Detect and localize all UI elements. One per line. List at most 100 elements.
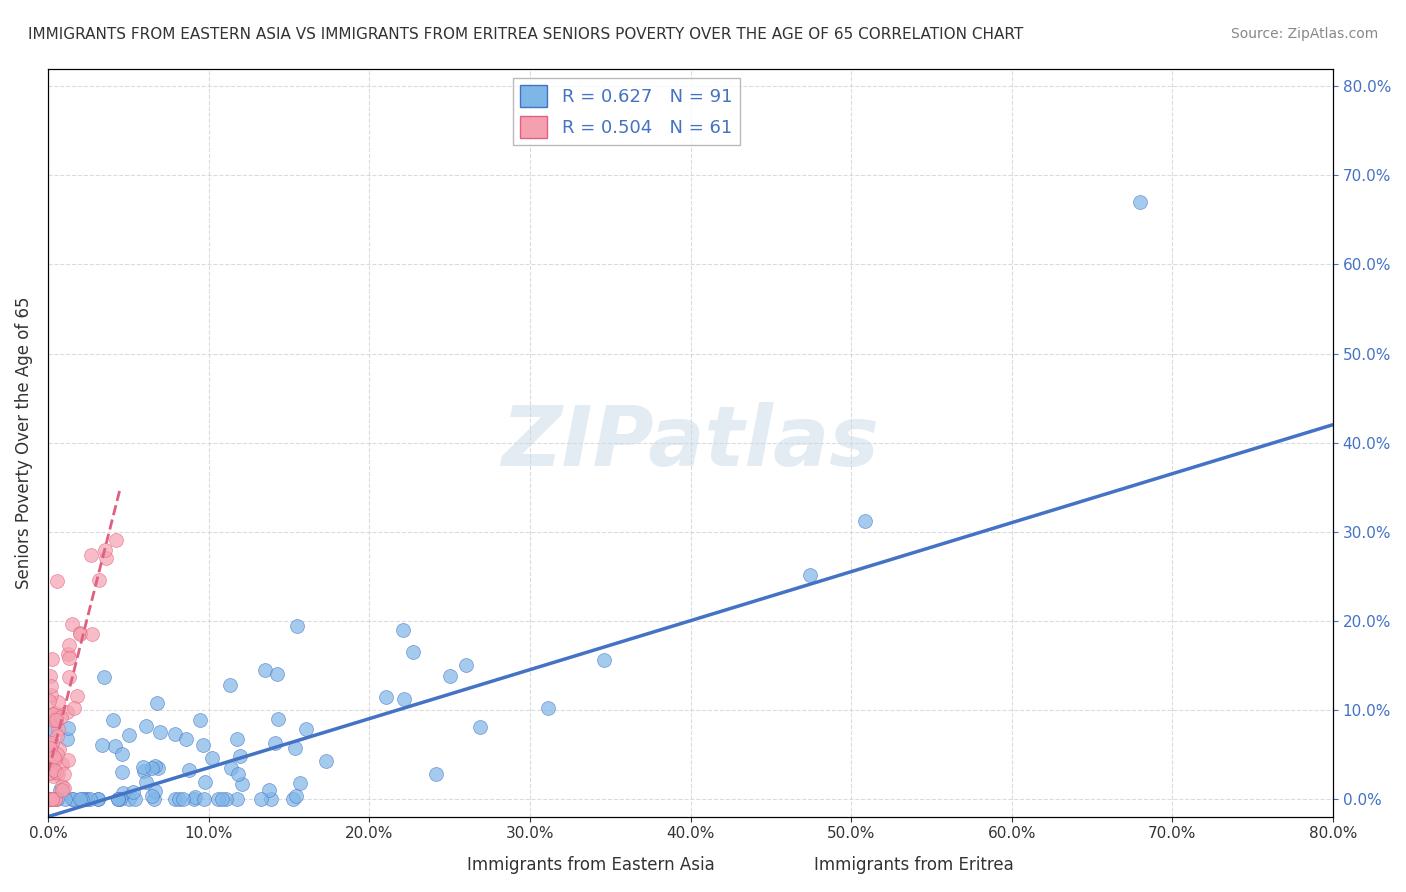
Point (253, 663, 276, 677)
Point (38, 792, 60, 806)
Point (288, 776, 311, 790)
Point (58, 648, 80, 662)
Point (295, 722, 318, 736)
Point (82, 626, 104, 640)
Point (94, 543, 117, 558)
Point (44, 752, 66, 766)
Point (165, 727, 187, 741)
Point (38, 792, 60, 806)
Point (392, 692, 415, 706)
Point (79, 792, 101, 806)
Point (104, 533, 127, 547)
Point (425, 767, 447, 781)
Point (42, 763, 65, 777)
Point (96, 550, 118, 565)
Point (107, 792, 129, 806)
Point (132, 760, 155, 774)
Point (257, 782, 280, 797)
Point (374, 690, 396, 704)
Point (250, 792, 273, 806)
Point (46, 766, 69, 780)
Point (537, 700, 560, 714)
Point (39, 669, 62, 683)
Point (122, 785, 145, 799)
Point (593, 652, 616, 666)
Point (79, 548, 101, 562)
Text: ZIPatlas: ZIPatlas (502, 402, 880, 483)
Point (118, 792, 141, 806)
Point (56, 722, 79, 736)
Point (41, 792, 63, 806)
Point (45, 729, 67, 743)
Point (103, 713, 125, 727)
Point (45, 792, 67, 806)
Text: Immigrants from Eastern Asia: Immigrants from Eastern Asia (467, 856, 714, 874)
Point (283, 792, 305, 806)
Point (38, 792, 60, 806)
Point (58, 670, 80, 684)
Point (58, 651, 80, 665)
Point (267, 712, 290, 726)
Point (44, 792, 66, 806)
Point (49, 782, 72, 797)
Text: Source: ZipAtlas.com: Source: ZipAtlas.com (1230, 27, 1378, 41)
Point (225, 792, 247, 806)
Text: IMMIGRANTS FROM EASTERN ASIA VS IMMIGRANTS FROM ERITREA SENIORS POVERTY OVER THE: IMMIGRANTS FROM EASTERN ASIA VS IMMIGRAN… (28, 27, 1024, 42)
Legend: R = 0.627   N = 91, R = 0.504   N = 61: R = 0.627 N = 91, R = 0.504 N = 61 (513, 78, 740, 145)
Point (135, 775, 157, 789)
Point (143, 784, 166, 798)
Point (87, 792, 110, 806)
Point (45, 711, 67, 725)
Point (146, 761, 169, 775)
Point (112, 786, 135, 800)
Point (188, 713, 211, 727)
Point (135, 719, 157, 733)
Point (799, 567, 821, 582)
Point (45, 574, 67, 588)
Point (42, 769, 65, 783)
Point (439, 669, 461, 683)
Point (219, 761, 242, 775)
Point (51, 780, 73, 794)
Point (53, 767, 76, 781)
Point (58, 753, 80, 767)
Point (39, 765, 62, 780)
Point (260, 792, 283, 806)
Point (853, 515, 876, 529)
Point (215, 792, 238, 806)
Point (69, 626, 91, 640)
Point (219, 677, 242, 691)
Point (42, 707, 65, 722)
Point (38, 766, 60, 780)
Point (41, 736, 63, 750)
Point (183, 789, 205, 804)
Point (56, 705, 79, 719)
Point (284, 789, 307, 804)
Point (39, 679, 62, 693)
Point (38, 792, 60, 806)
Point (52, 780, 75, 795)
Point (38, 761, 60, 775)
Point (62, 792, 84, 806)
Point (39, 738, 62, 752)
Point (76, 792, 98, 806)
Point (124, 792, 146, 806)
Point (38, 708, 60, 723)
Point (46, 747, 69, 762)
Point (87, 792, 110, 806)
Point (66, 689, 89, 703)
Point (53, 792, 76, 806)
Point (193, 792, 215, 806)
Point (402, 645, 425, 659)
Point (44, 750, 66, 764)
Point (143, 792, 166, 806)
Point (264, 736, 287, 750)
Point (110, 792, 132, 806)
Point (111, 747, 134, 762)
Point (179, 763, 201, 777)
Point (284, 741, 307, 756)
Point (70, 792, 93, 806)
Point (174, 731, 197, 746)
Point (44, 792, 66, 806)
Point (143, 759, 166, 773)
